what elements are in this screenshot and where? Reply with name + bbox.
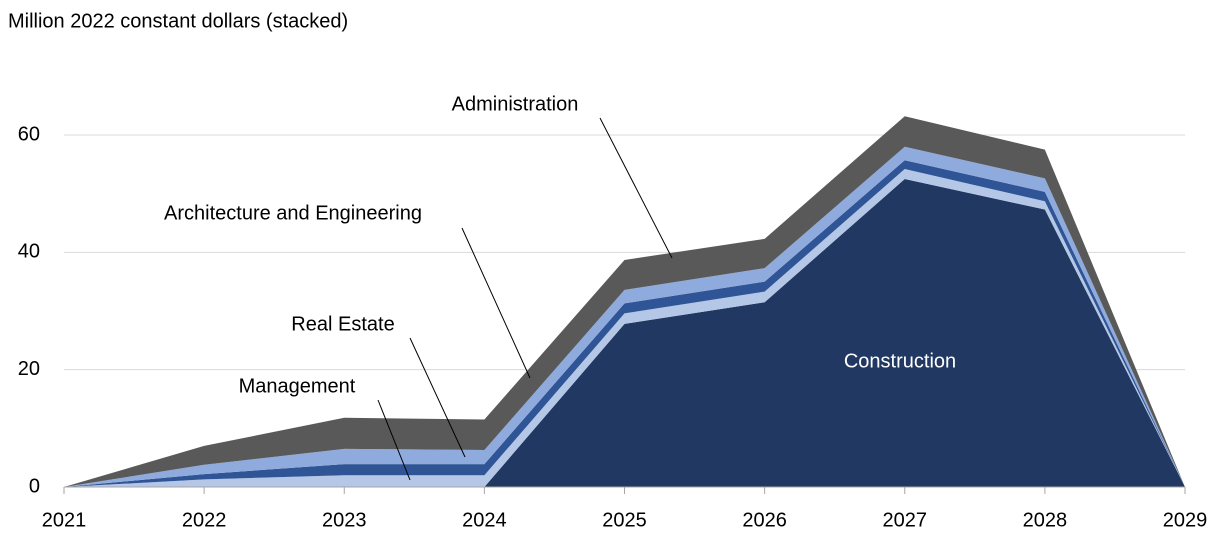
leader-line <box>599 117 673 259</box>
y-axis-label: Million 2022 constant dollars (stacked) <box>8 10 348 32</box>
leader-line <box>377 399 411 481</box>
x-tick-label: 2022 <box>182 509 227 531</box>
y-tick-label: 20 <box>18 358 40 380</box>
series-label: Real Estate <box>291 313 394 335</box>
y-tick-label: 40 <box>18 241 40 263</box>
y-tick-label: 0 <box>29 475 40 497</box>
x-tick-label: 2029 <box>1163 509 1208 531</box>
series-label: Administration <box>452 93 579 115</box>
leader-line <box>461 227 531 379</box>
x-tick-label: 2028 <box>1023 509 1068 531</box>
x-tick-label: 2025 <box>602 509 647 531</box>
x-tick-label: 2026 <box>742 509 787 531</box>
area <box>64 179 1185 487</box>
x-tick-label: 2027 <box>883 509 928 531</box>
series-label: Architecture and Engineering <box>164 202 422 224</box>
y-tick-label: 60 <box>18 123 40 145</box>
leader-line <box>409 337 466 458</box>
x-tick-label: 2023 <box>322 509 367 531</box>
series-label: Management <box>239 375 356 397</box>
x-tick-label: 2021 <box>42 509 87 531</box>
series-label: Construction <box>844 350 956 372</box>
x-tick-label: 2024 <box>462 509 507 531</box>
